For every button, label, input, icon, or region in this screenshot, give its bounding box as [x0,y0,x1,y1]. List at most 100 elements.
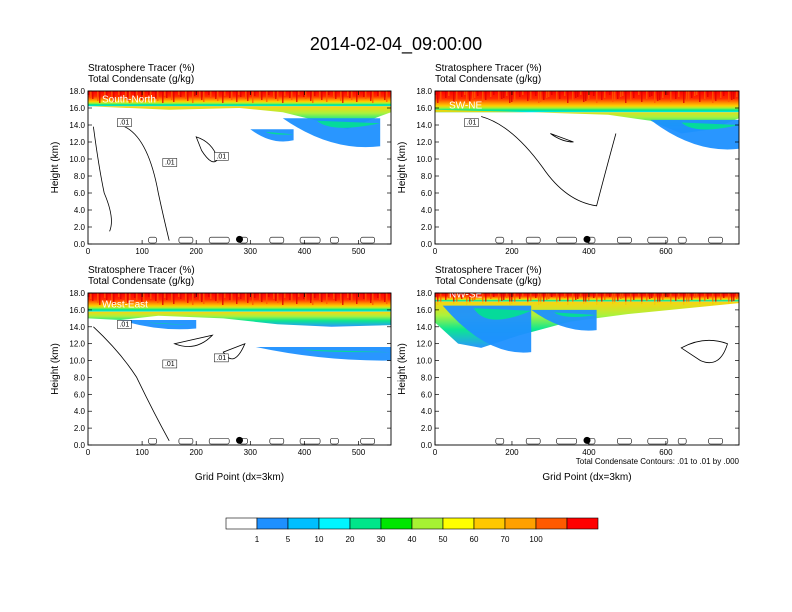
tracer-streak [370,293,372,303]
tracer-streak [720,293,722,300]
tracer-streak [377,91,379,96]
tracer-streak [556,293,558,303]
tracer-streak [696,91,698,95]
tracer-streak [612,293,614,304]
surface-contour [148,437,157,445]
tracer-streak [659,91,661,100]
y-tick-label: 14.0 [69,323,85,332]
tracer-streak [596,293,598,305]
tracer-streak [691,293,693,300]
tracer-streak [245,293,247,301]
tropopause-fold [88,311,391,327]
tracer-streak [254,293,256,298]
tracer-streak [633,293,635,300]
tracer-streak [622,293,624,298]
y-tick-label: 8.0 [421,373,433,382]
tracer-streak [111,293,113,302]
surface-contour [556,437,577,445]
tracer-streak [712,293,714,305]
tracer-streak [129,91,131,103]
surface-contour [148,236,157,244]
tracer-streak [649,293,651,299]
tracer-streak [240,91,242,97]
surface-contour [677,236,687,244]
tracer-streak [490,91,492,97]
tracer-streak [530,91,532,99]
tracer-streak [310,293,312,303]
tracer-streak [326,91,328,102]
tracer-streak [657,293,659,303]
tracer-streak [509,293,511,305]
tracer-streak [736,293,738,299]
tracer-streak [675,293,677,301]
tracer-streak [707,293,709,299]
tracer-streak [691,91,693,98]
tracer-streak [546,293,548,300]
tracer-streak [284,293,286,298]
tracer-streak [464,293,466,297]
contour-label-box [117,320,132,329]
panel-frame [87,90,392,245]
tracer-streak [477,293,479,298]
colorbar-cell [349,517,382,530]
y-tick-label: 6.0 [74,189,86,198]
surface-contour [178,437,194,445]
tracer-streak [699,293,701,304]
tracer-streak [609,91,611,95]
y-tick-label: 0.0 [421,240,433,249]
tracer-streak [224,293,226,298]
tracer-streak [654,91,656,103]
contour-label-box [214,152,229,161]
tracer-streak [688,91,690,100]
contour-label-box [162,158,178,167]
surface-contour [178,236,194,244]
tracer-streak [273,91,275,97]
tracer-streak [638,293,640,297]
panel-sw-ne: Stratosphere Tracer (%)Total Condensate … [397,63,740,256]
tracer-streak [609,293,611,297]
tracer-streak [259,293,261,300]
tracer-streak [696,293,698,297]
tracer-streak [448,293,450,298]
x-tick-label: 300 [244,448,258,457]
y-tick-label: 2.0 [421,424,433,433]
tracer-streak [715,293,717,303]
tracer-streak [649,91,651,97]
tracer-streak [162,91,164,103]
y-tick-label: 2.0 [74,424,86,433]
tracer-streak [252,293,254,305]
tracer-streak [296,91,298,102]
tracer-streak [646,293,648,301]
tracer-streak [482,293,484,304]
contour-label: .01 [165,361,175,368]
tracer-streak [453,293,455,304]
tracer-streak [440,91,442,101]
tracer-streak [482,91,484,102]
surface-contour [556,236,577,244]
tracer-streak [453,91,455,102]
tracer-streak [282,293,284,305]
tracer-streak [314,91,316,96]
y-tick-label: 18.0 [69,87,85,96]
tracer-streak [435,91,437,95]
tracer-streak [728,293,730,304]
tracer-core [681,122,739,130]
tracer-streak [289,91,291,98]
surface-contour [617,236,632,244]
tracer-streak [247,293,249,303]
tracer-streak [604,293,606,300]
panel-name: SW-NE [449,100,482,111]
tracer-streak [620,293,622,299]
y-tick-label: 10.0 [416,155,432,164]
tracer-streak [104,293,106,298]
tracer-streak [252,91,254,103]
panel-south-north: Stratosphere Tracer (%)Total Condensate … [50,63,392,256]
tracer-streak [210,293,212,299]
x-tick-label: 200 [505,448,519,457]
tracer-streak [386,293,388,304]
tracer-streak [445,293,447,300]
tracer-streak [236,91,238,102]
surface-contour [299,437,321,445]
tracer-streak [485,91,487,100]
